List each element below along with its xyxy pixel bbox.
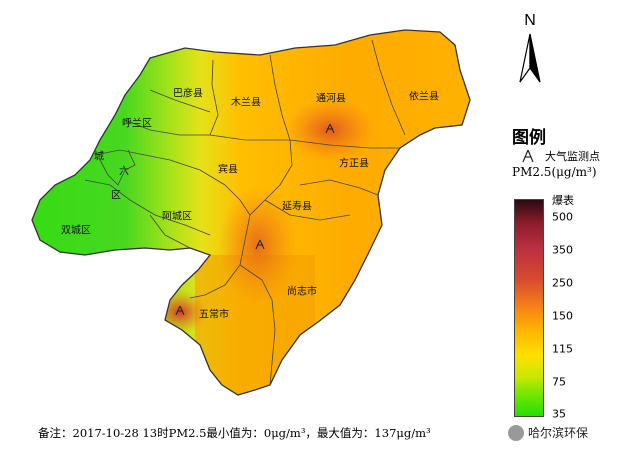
legend-station-label: 大气监测点 [545, 150, 600, 163]
north-letter: N [524, 12, 536, 29]
legend-pm-label: PM2.5(μg/m³) [512, 165, 597, 179]
district-boundaries [84, 39, 406, 386]
region-label-fangzheng: 方正县 [339, 158, 369, 170]
colorbar-tick: 350 [552, 243, 573, 257]
pm25-colorbar [514, 199, 544, 417]
colorbar-tick: 爆表 [552, 194, 574, 207]
monitoring-stations [175, 123, 335, 316]
region-label-hulan: 呼兰区 [122, 118, 152, 130]
station-wuchang [175, 305, 185, 316]
north-arrow-icon [519, 33, 541, 83]
watermark-text: 哈尔滨环保 [528, 426, 589, 440]
region-label-shuangcheng: 双城区 [61, 225, 91, 237]
region-label-yanshou: 延寿县 [282, 201, 312, 213]
region-label-wuchang: 五常市 [199, 309, 229, 321]
colorbar-tick: 500 [552, 210, 573, 224]
city-fill [32, 30, 470, 395]
region-label-acheng: 阿城区 [162, 211, 192, 223]
footnote: 备注：2017-10-28 13时PM2.5最小值为：0μg/m³，最大值为：1… [38, 426, 431, 440]
north-arrow: N [512, 12, 548, 86]
station-shangzhi [255, 239, 265, 250]
legend-title: 图例 [512, 128, 546, 148]
region-label-yilan: 依兰县 [409, 91, 439, 103]
colorbar-tick: 250 [552, 276, 573, 290]
station-legend-icon [522, 149, 534, 163]
wechat-icon [508, 424, 524, 441]
station-tonghe [325, 123, 335, 134]
region-label-qu: 区 [111, 190, 121, 202]
region-label-tonghe: 通河县 [316, 93, 346, 105]
region-label-mulan: 木兰县 [231, 97, 261, 109]
colorbar-tick: 150 [552, 309, 573, 323]
region-label-binxian: 宾县 [218, 164, 238, 176]
watermark: 哈尔滨环保 [508, 424, 588, 441]
colorbar-tick: 35 [552, 407, 566, 421]
region-label-shangzhi: 尚志市 [287, 286, 317, 298]
region-label-bayan: 巴彦县 [173, 88, 203, 100]
colorbar-tick: 115 [552, 342, 573, 356]
region-label-liu: 六 [119, 166, 129, 178]
colorbar-tick: 75 [552, 375, 566, 389]
region-label-cheng: 城 [94, 151, 104, 163]
tonghe-hotspot [285, 98, 375, 162]
